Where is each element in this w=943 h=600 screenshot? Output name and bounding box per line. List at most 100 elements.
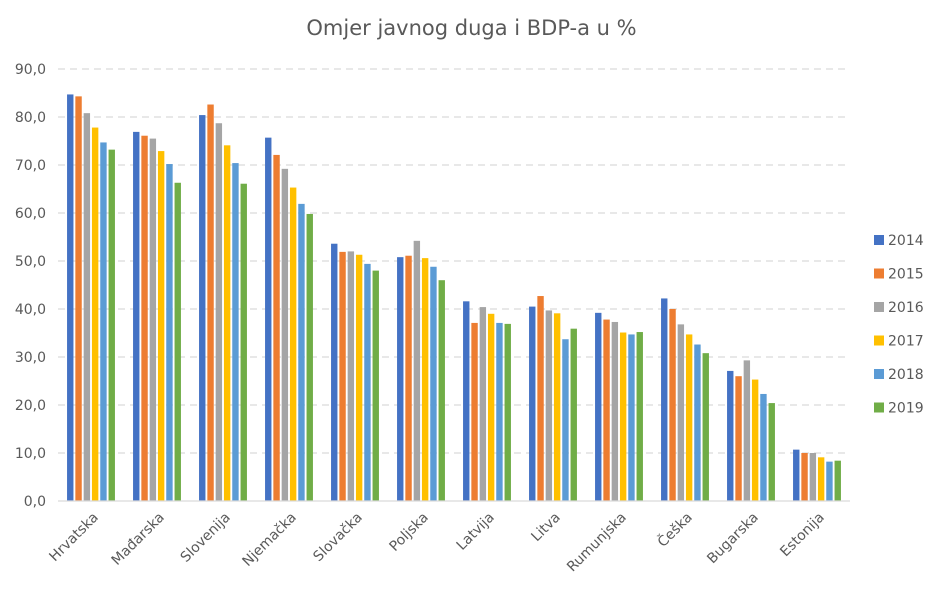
y-tick-label: 20,0 [15,398,46,414]
bar-2018-1 [166,164,173,502]
bar-2014-0 [67,94,74,501]
x-tick-label: Hrvatska [46,510,101,565]
y-tick-label: 90,0 [15,62,46,78]
bar-2018-4 [364,263,371,501]
bar-2015-9 [669,309,676,501]
legend-swatch-2019 [874,402,884,413]
bar-2015-0 [75,96,82,502]
bar-2018-5 [430,266,437,501]
y-tick-label: 70,0 [15,158,46,174]
bar-2019-3 [306,213,313,501]
y-tick-label: 80,0 [15,110,46,126]
bar-2014-6 [463,301,470,501]
bar-2016-6 [479,307,487,501]
bar-2017-8 [619,332,627,501]
chart-title: Omjer javnog duga i BDP-a u % [306,16,637,40]
bar-2016-8 [611,321,619,501]
bar-2016-2 [215,123,223,502]
bar-2014-2 [199,115,206,501]
bar-2015-11 [801,453,808,501]
legend-swatch-2018 [874,369,884,379]
bar-2016-10 [743,360,751,501]
bar-2018-10 [760,393,767,501]
bar-2019-6 [504,323,511,501]
bar-2014-5 [397,257,404,501]
legend-label-2016: 2016 [888,300,924,316]
bar-2017-5 [421,258,429,501]
bar-2017-9 [685,334,693,501]
x-tick-label: Latvija [454,510,498,554]
bar-2014-10 [727,370,734,501]
bar-2019-7 [570,328,577,501]
bar-2015-5 [405,255,412,501]
bar-2017-11 [817,457,825,501]
x-tick-label: Češka [653,508,696,551]
bar-2016-1 [149,138,157,501]
bar-2016-5 [413,240,421,501]
bar-2014-9 [661,298,668,501]
bar-2018-7 [562,339,569,501]
legend-label-2014: 2014 [888,233,924,249]
bar-2014-7 [529,306,536,501]
y-tick-label: 60,0 [15,206,46,222]
y-tick-label: 50,0 [15,254,46,270]
bar-2017-2 [223,145,231,501]
legend-label-2018: 2018 [888,367,924,383]
bar-2018-11 [826,461,833,501]
legend-label-2017: 2017 [888,334,924,350]
bar-2017-10 [751,379,759,501]
x-tick-label: Mađarska [109,510,168,569]
x-tick-label: Poljska [387,510,432,555]
bar-2014-3 [265,137,272,501]
bar-2015-10 [735,376,742,501]
bar-2017-6 [487,313,495,501]
bar-2015-1 [141,135,148,501]
bar-2015-4 [339,251,346,501]
bar-2017-0 [91,127,99,501]
bar-2018-6 [496,322,503,501]
bar-2017-4 [355,254,363,501]
x-tick-label: Litva [528,510,563,545]
bar-2015-3 [273,154,280,502]
bar-2019-4 [372,270,379,501]
bar-2019-8 [636,332,643,501]
legend-swatch-2016 [874,302,884,312]
bar-2015-7 [537,296,544,501]
x-tick-label: Slovenija [178,510,234,566]
bar-2014-11 [793,449,800,501]
bar-2016-11 [809,453,817,501]
bar-2018-9 [694,344,701,501]
legend-label-2019: 2019 [888,401,924,417]
y-tick-label: 30,0 [15,350,46,366]
x-tick-label: Bugarska [704,510,762,568]
bar-2015-2 [207,104,214,502]
bar-2015-8 [603,319,610,501]
bar-2015-6 [471,322,478,501]
y-tick-label: 40,0 [15,302,46,318]
bar-2016-7 [545,310,553,501]
bar-2019-1 [174,182,181,501]
bar-2016-0 [83,113,91,501]
legend-swatch-2015 [874,268,884,279]
legend-swatch-2017 [874,335,884,346]
bar-2016-3 [281,168,289,501]
bar-2018-0 [100,142,107,501]
bar-2019-10 [768,403,775,501]
bar-2019-0 [108,149,115,501]
bar-2019-2 [240,183,247,501]
legend-swatch-2014 [874,235,884,245]
bar-2018-3 [298,203,305,501]
bar-2017-7 [553,313,561,501]
bar-2014-1 [133,131,140,501]
bar-2014-4 [331,243,338,501]
bar-2019-11 [834,460,841,501]
x-tick-label: Slovačka [310,510,365,565]
bar-2017-3 [289,187,297,501]
bar-2018-8 [628,334,635,501]
bar-2019-5 [438,280,445,501]
x-tick-label: Rumunjska [564,510,630,576]
legend-label-2015: 2015 [888,267,924,283]
y-tick-label: 0,0 [24,494,46,510]
y-tick-label: 10,0 [15,446,46,462]
